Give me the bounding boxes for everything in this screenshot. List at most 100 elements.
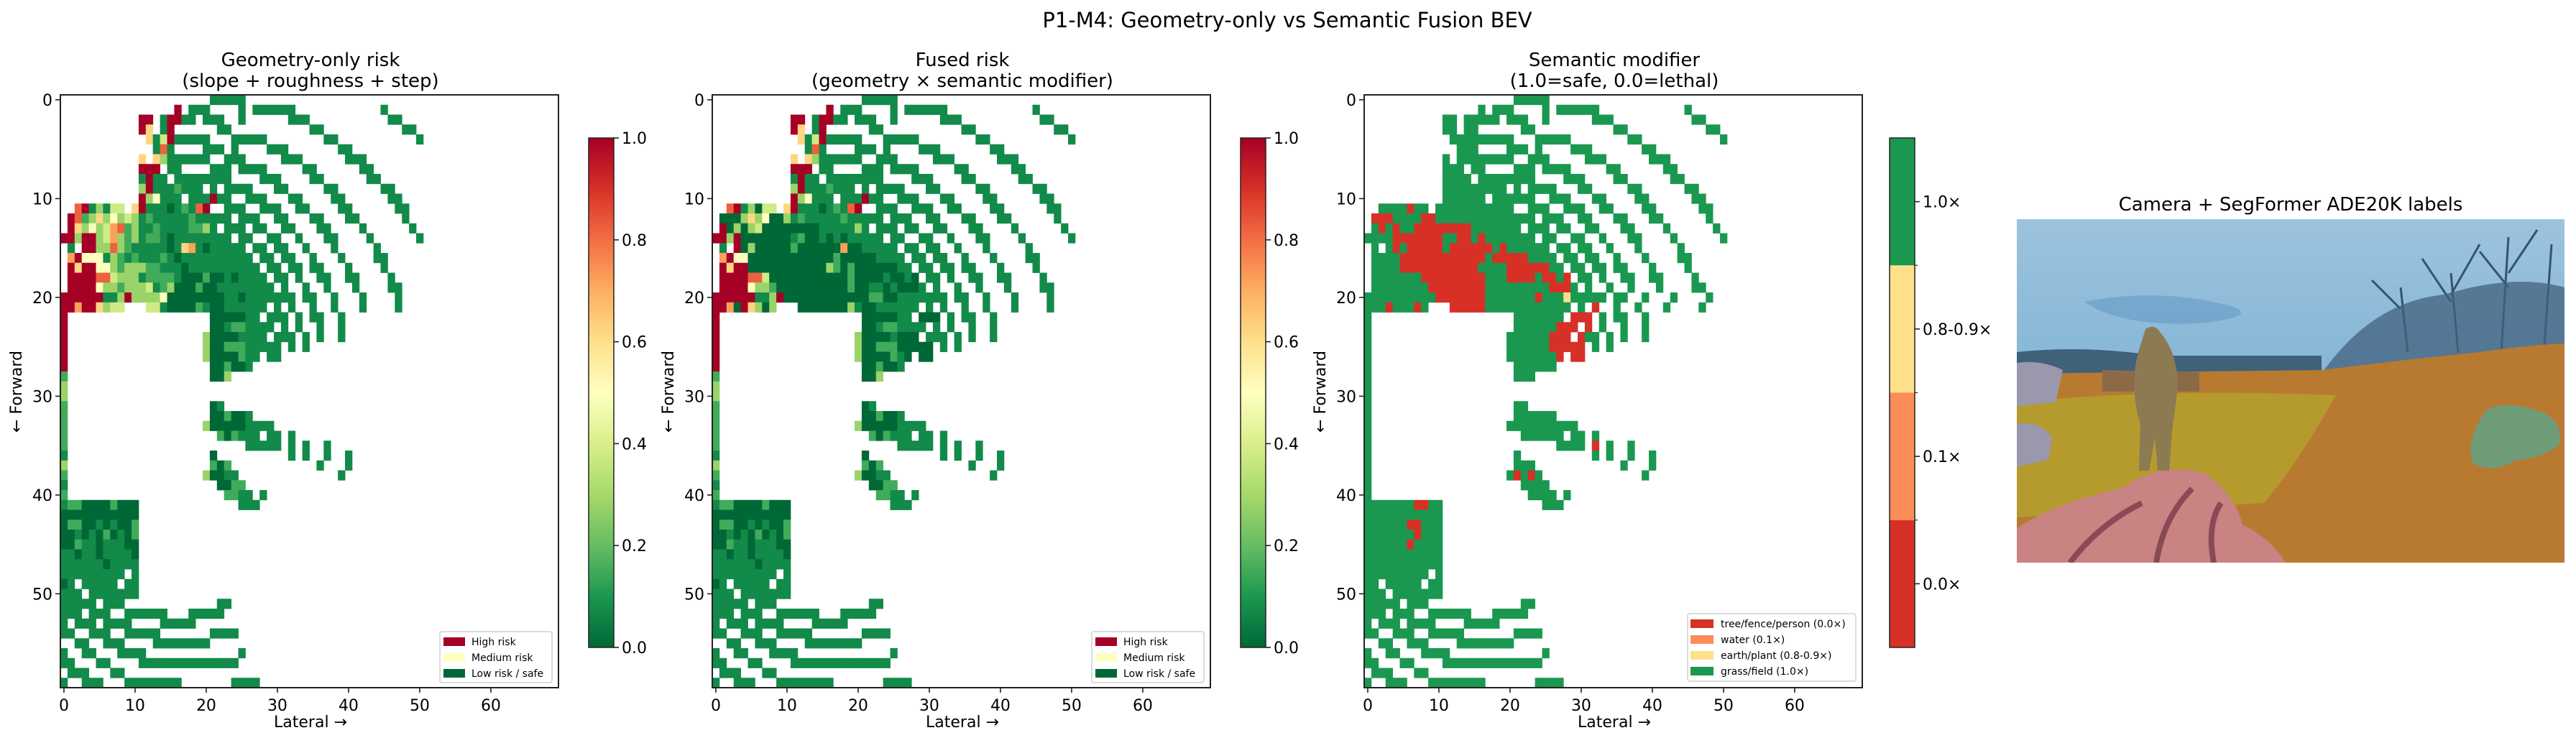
- colorbar-tick-label: 1.0×: [1923, 194, 1961, 212]
- heatmap-cell: [1399, 678, 1407, 688]
- heatmap-cell: [196, 104, 203, 115]
- heatmap-cell: [1399, 530, 1407, 540]
- heatmap-cell: [776, 233, 784, 244]
- heatmap-cell: [926, 312, 934, 323]
- heatmap-cell: [811, 144, 819, 154]
- heatmap-cell: [875, 164, 883, 175]
- heatmap-cell: [224, 213, 231, 224]
- heatmap-cell: [1520, 460, 1529, 471]
- heatmap-cell: [160, 282, 167, 293]
- heatmap-cell: [762, 272, 770, 283]
- heatmap-cell: [804, 302, 812, 313]
- heatmap-cell: [252, 292, 260, 303]
- heatmap-cell: [1499, 292, 1507, 303]
- heatmap-cell: [138, 657, 147, 668]
- heatmap-cell: [890, 213, 898, 224]
- heatmap-cell: [145, 253, 154, 264]
- heatmap-cell: [74, 549, 83, 560]
- heatmap-cell: [1392, 539, 1400, 550]
- heatmap-cell: [259, 193, 267, 204]
- heatmap-cell: [216, 599, 225, 609]
- heatmap-cell: [1414, 530, 1422, 540]
- heatmap-cell: [1485, 174, 1493, 185]
- heatmap-cell: [740, 243, 748, 254]
- heatmap-cell: [1492, 104, 1500, 115]
- heatmap-cell: [288, 440, 296, 451]
- heatmap-cell: [188, 114, 196, 125]
- heatmap-cell: [1385, 292, 1393, 303]
- heatmap-cell: [1542, 678, 1550, 688]
- heatmap-cell: [1591, 114, 1600, 125]
- heatmap-cell: [826, 114, 834, 125]
- heatmap-cell: [267, 203, 275, 214]
- heatmap-cell: [719, 499, 727, 510]
- heatmap-cell: [1506, 213, 1514, 224]
- heatmap-cell: [1435, 272, 1443, 283]
- heatmap-cell: [733, 233, 741, 244]
- heatmap-cell: [1378, 599, 1386, 609]
- heatmap-cell: [855, 223, 862, 234]
- heatmap-cell: [224, 233, 231, 244]
- heatmap-cell: [74, 213, 83, 224]
- heatmap-cell: [1556, 282, 1564, 293]
- heatmap-cell: [712, 341, 720, 352]
- heatmap-cell: [60, 401, 68, 412]
- heatmap-cell: [712, 490, 720, 501]
- heatmap-cell: [811, 618, 819, 629]
- heatmap-cell: [1570, 104, 1578, 115]
- heatmap-cell: [132, 233, 139, 244]
- heatmap-cell: [1449, 183, 1458, 194]
- heatmap-cell: [1513, 282, 1522, 293]
- heatmap-cell: [804, 609, 812, 619]
- heatmap-cell: [117, 559, 125, 570]
- heatmap-cell: [1456, 609, 1464, 619]
- heatmap-cell: [1662, 154, 1671, 165]
- heatmap-cell: [1428, 499, 1436, 510]
- heatmap-cell: [840, 638, 848, 649]
- heatmap-cell: [1463, 282, 1471, 293]
- heatmap-cell: [110, 569, 118, 580]
- heatmap-cell: [748, 223, 755, 234]
- heatmap-cell: [997, 213, 1005, 224]
- heatmap-cell: [1492, 638, 1500, 649]
- heatmap-cell: [1442, 203, 1450, 214]
- heatmap-cell: [1442, 183, 1450, 194]
- heatmap-cell: [1032, 262, 1040, 273]
- y-tick-label: 20: [684, 290, 704, 308]
- heatmap-cell: [117, 243, 125, 254]
- heatmap-cell: [826, 193, 834, 204]
- heatmap-cell: [904, 440, 912, 451]
- heatmap-cell: [1627, 451, 1635, 461]
- heatmap-cell: [875, 292, 883, 303]
- heatmap-cell: [67, 223, 75, 234]
- heatmap-cell: [259, 420, 267, 431]
- heatmap-cell: [804, 282, 812, 293]
- heatmap-cell: [1506, 174, 1514, 185]
- heatmap-cell: [267, 322, 275, 333]
- heatmap-cell: [338, 312, 346, 323]
- heatmap-cell: [769, 618, 777, 629]
- heatmap-cell: [740, 253, 748, 264]
- heatmap-cell: [840, 114, 848, 125]
- heatmap-cell: [1428, 243, 1436, 254]
- heatmap-cell: [919, 341, 926, 352]
- heatmap-cell: [152, 292, 160, 303]
- x-tick-label: 40: [1642, 697, 1662, 715]
- axes-frame: [712, 94, 1211, 688]
- heatmap-cell: [1449, 657, 1458, 668]
- heatmap-cell: [755, 282, 763, 293]
- heatmap-cell: [138, 233, 147, 244]
- heatmap-cell: [1506, 351, 1514, 362]
- heatmap-cell: [1535, 262, 1542, 273]
- heatmap-cell: [238, 282, 246, 293]
- heatmap-cell: [117, 233, 125, 244]
- heatmap-cell: [783, 559, 791, 570]
- heatmap-cell: [712, 381, 720, 392]
- heatmap-cell: [302, 451, 310, 461]
- heatmap-cell: [1485, 243, 1493, 254]
- heatmap-cell: [1371, 262, 1379, 273]
- x-tick-label: 50: [1062, 697, 1082, 715]
- heatmap-cell: [117, 520, 125, 530]
- heatmap-cell: [875, 223, 883, 234]
